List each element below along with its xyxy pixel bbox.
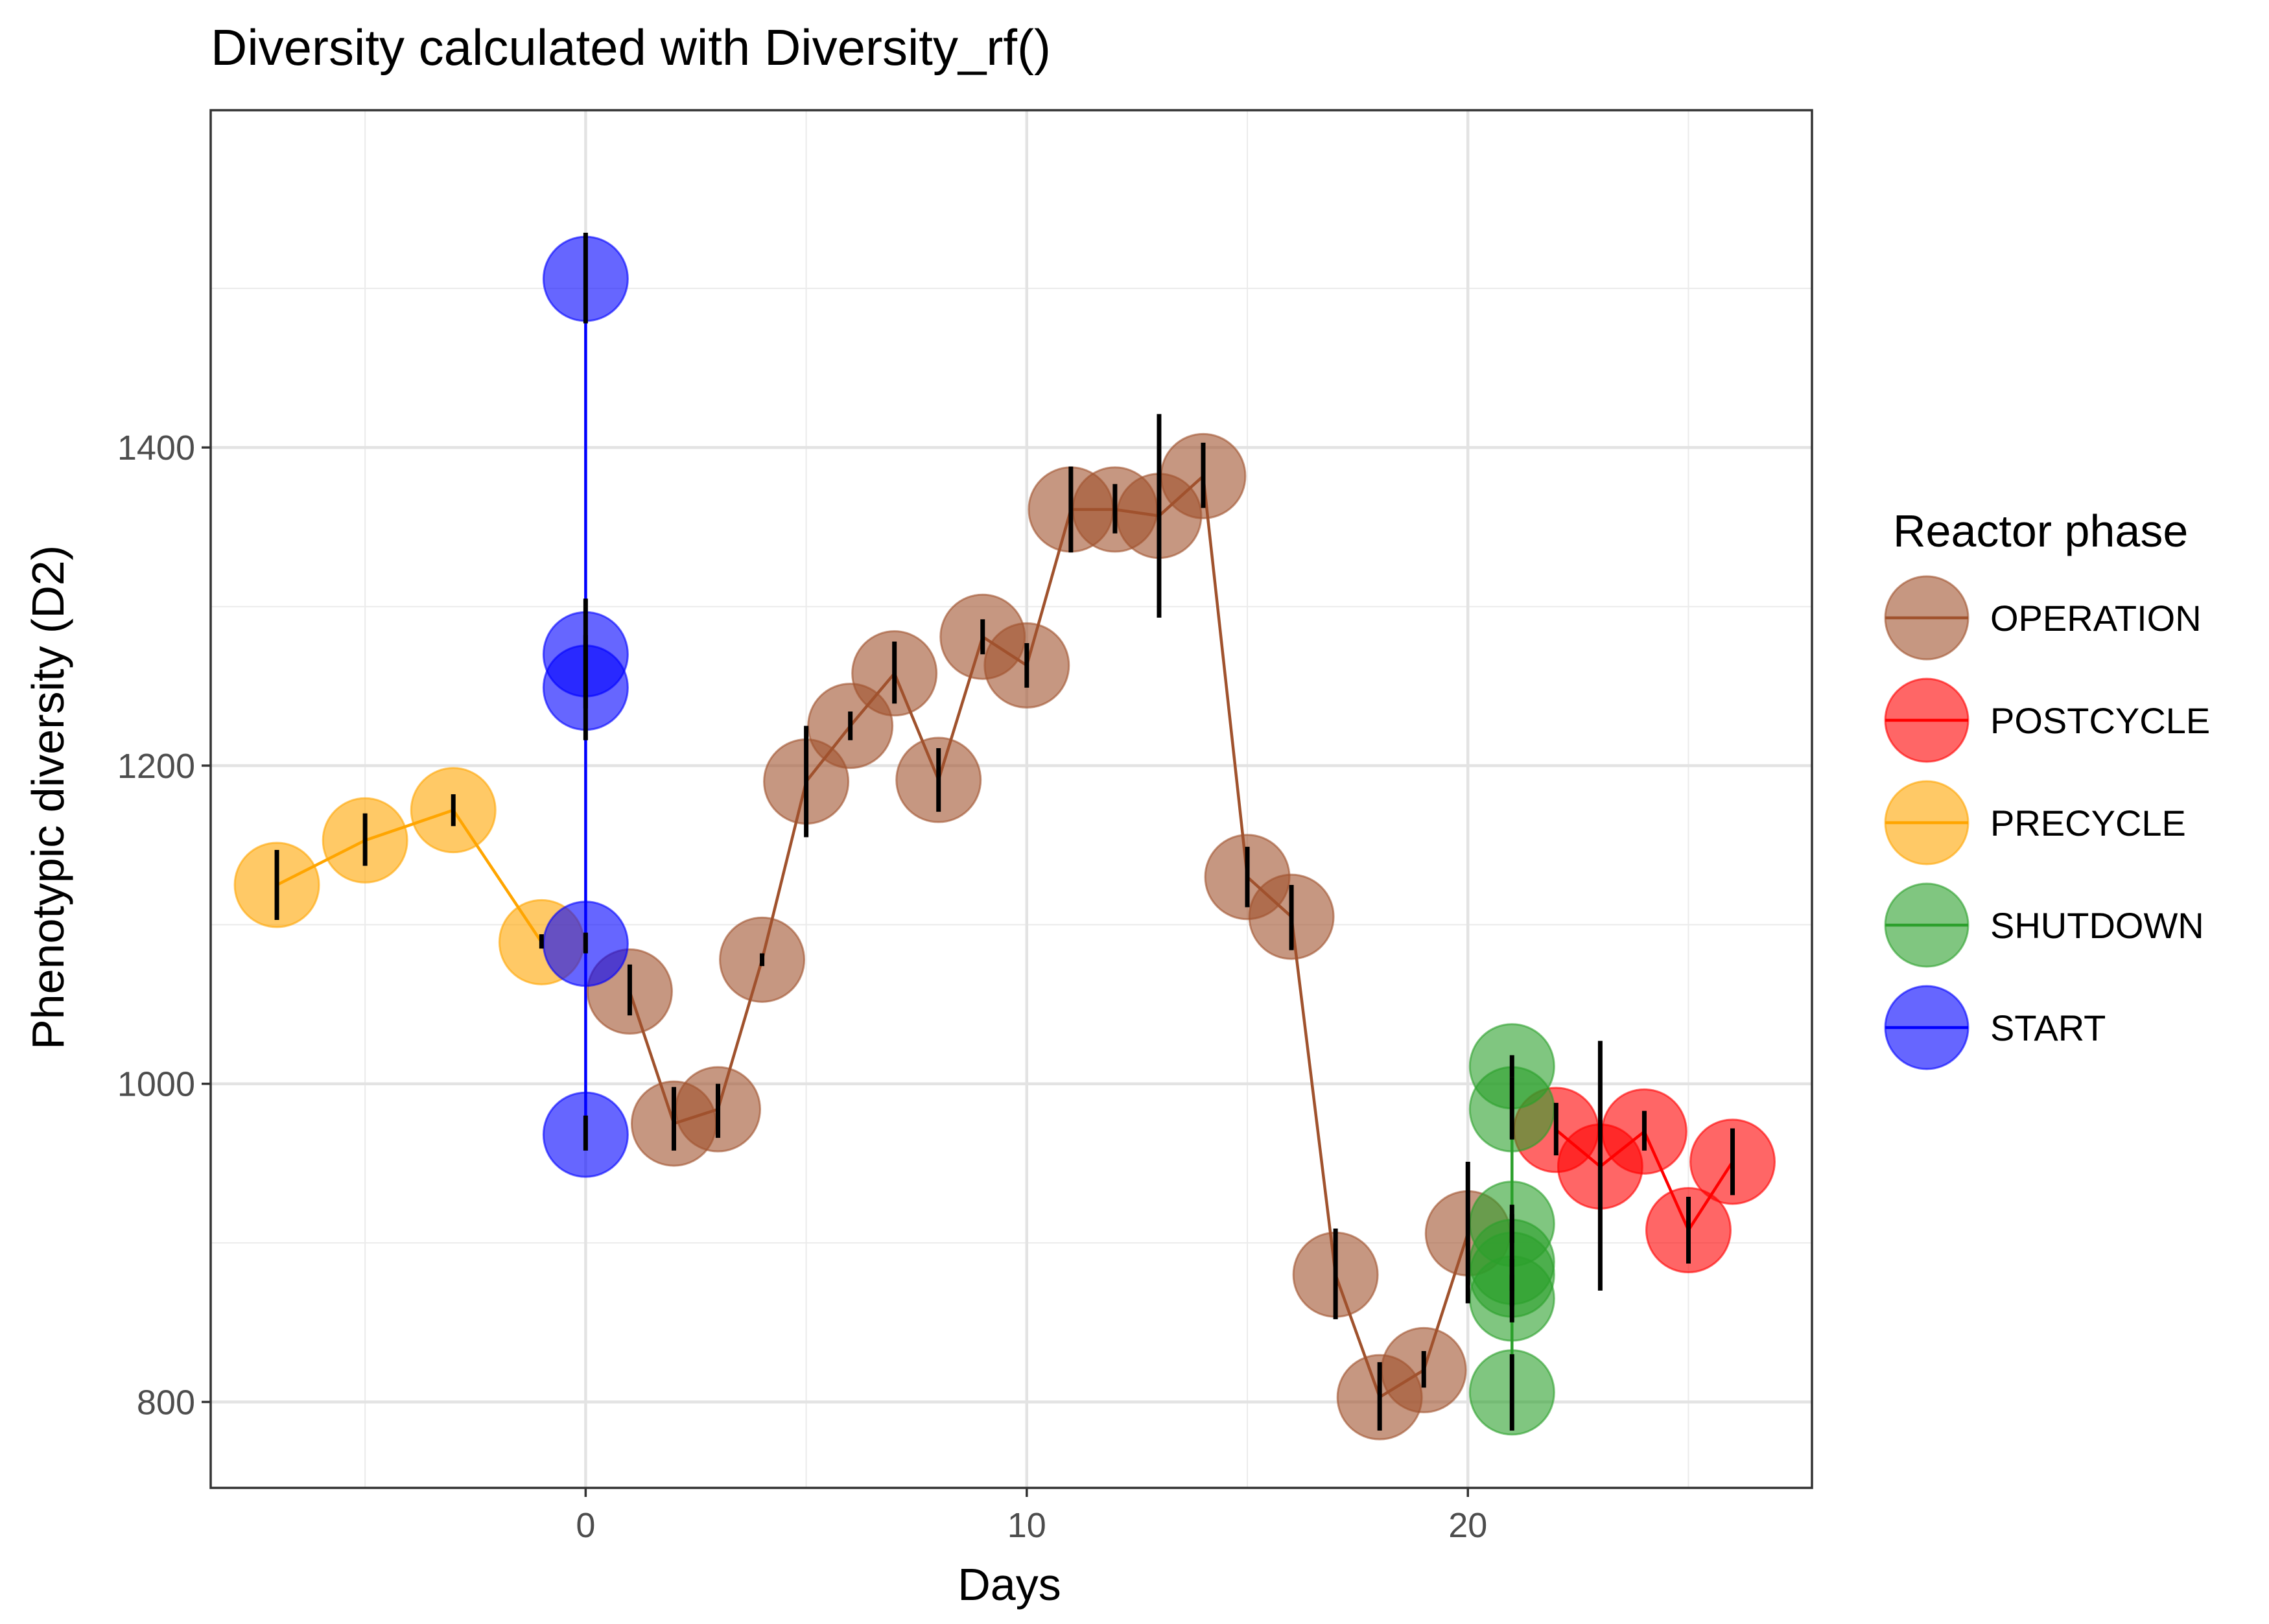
x-axis-label: Days [958,1559,1061,1610]
panel-border [209,109,1813,1489]
legend: Reactor phase OPERATION POSTCYCLE PRECYCLE… [1884,506,2210,1070]
legend-label: OPERATION [1990,598,2202,639]
legend-label: PRECYCLE [1990,803,2186,843]
y-tick-label: 1400 [117,429,195,467]
y-tick-label: 800 [137,1383,195,1422]
legend-label: POSTCYCLE [1990,700,2210,741]
series-line [276,808,543,943]
chart-title: Diversity calculated with Diversity_rf() [211,19,1051,76]
legend-title: Reactor phase [1893,506,2188,556]
y-tick-label: 1200 [117,747,195,786]
legend-label: START [1990,1007,2106,1048]
y-tick-label: 1000 [117,1065,195,1104]
y-axis-label: Phenotypic diversity (D2) [23,545,73,1050]
legend-items: OPERATION POSTCYCLE PRECYCLE SHUTDOWN START [1884,575,2210,1070]
legend-label: SHUTDOWN [1990,905,2204,946]
x-tick-label: 10 [1007,1506,1046,1545]
x-tick-label: 0 [576,1506,595,1545]
x-tick-label: 20 [1448,1506,1487,1545]
plot-area: 0 10 20 800 1000 1200 1400 [117,109,1813,1545]
